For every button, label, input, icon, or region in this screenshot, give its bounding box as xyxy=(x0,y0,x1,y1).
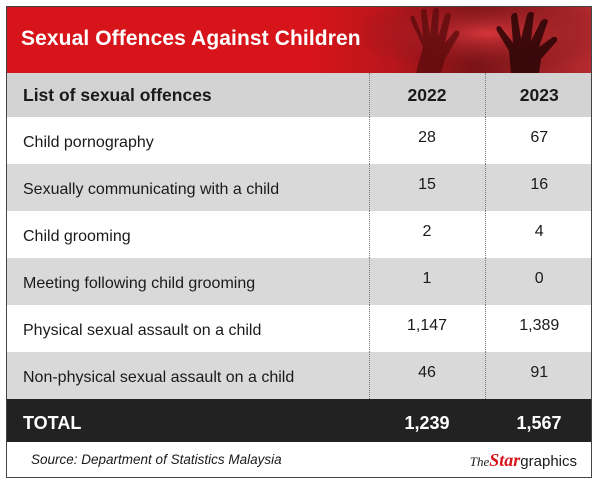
total-row: TOTAL 1,239 1,567 xyxy=(7,399,591,447)
title-banner: Sexual Offences Against Children xyxy=(7,7,591,73)
header-year-2022: 2022 xyxy=(368,73,485,117)
table-row: Meeting following child grooming 1 0 xyxy=(7,258,591,305)
infographic-frame: Sexual Offences Against Children List of… xyxy=(6,6,592,478)
row-value-2023: 67 xyxy=(484,117,591,164)
row-value-2023: 4 xyxy=(484,211,591,258)
chart-title: Sexual Offences Against Children xyxy=(21,27,361,50)
row-value-2022: 15 xyxy=(368,164,485,211)
row-value-2022: 46 xyxy=(368,352,485,399)
row-value-2023: 1,389 xyxy=(484,305,591,352)
row-value-2022: 28 xyxy=(368,117,485,164)
row-label: Child grooming xyxy=(23,227,131,245)
logo-the: The xyxy=(469,454,490,469)
row-label: Child pornography xyxy=(23,133,154,151)
total-value-2023: 1,567 xyxy=(516,412,562,433)
total-value-2022: 1,239 xyxy=(404,412,450,433)
row-label: Sexually communicating with a child xyxy=(23,180,280,198)
row-value-2022: 2 xyxy=(368,211,485,258)
table-row: Child pornography 28 67 xyxy=(7,117,591,164)
table-row: Physical sexual assault on a child 1,147… xyxy=(7,305,591,352)
logo-graphics: graphics xyxy=(520,453,577,470)
table-row: Non-physical sexual assault on a child 4… xyxy=(7,352,591,399)
row-value-2023: 0 xyxy=(484,258,591,305)
row-label: Non-physical sexual assault on a child xyxy=(23,368,295,386)
row-label: Physical sexual assault on a child xyxy=(23,321,262,339)
thestar-graphics-logo: TheStargraphics xyxy=(470,450,577,471)
row-value-2023: 91 xyxy=(484,352,591,399)
footer: Source: Department of Statistics Malaysi… xyxy=(7,442,591,477)
total-label: TOTAL xyxy=(23,412,82,433)
table-row: Child grooming 2 4 xyxy=(7,211,591,258)
table-header-row: List of sexual offences 2022 2023 xyxy=(7,73,591,117)
row-value-2022: 1,147 xyxy=(368,305,485,352)
header-offence-label: List of sexual offences xyxy=(23,84,212,105)
offences-table: List of sexual offences 2022 2023 Child … xyxy=(7,73,591,447)
table-row: Sexually communicating with a child 15 1… xyxy=(7,164,591,211)
header-year-2023: 2023 xyxy=(484,73,591,117)
source-note: Source: Department of Statistics Malaysi… xyxy=(31,452,282,467)
row-value-2023: 16 xyxy=(484,164,591,211)
row-value-2022: 1 xyxy=(368,258,485,305)
logo-star: Star xyxy=(489,450,521,470)
hands-silhouette-image xyxy=(361,7,591,73)
row-label: Meeting following child grooming xyxy=(23,274,256,292)
